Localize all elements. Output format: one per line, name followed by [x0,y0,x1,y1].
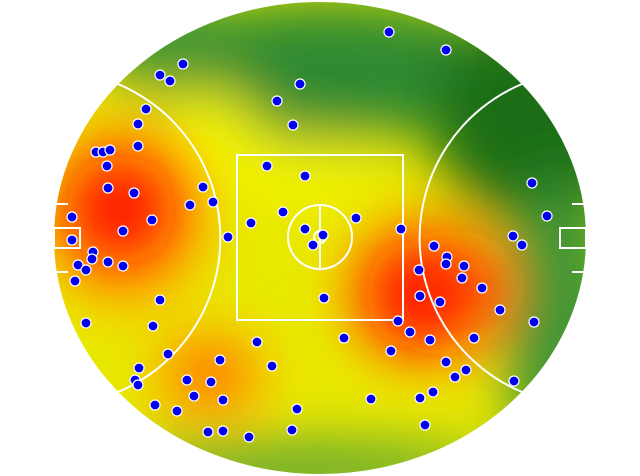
player-dot [214,354,226,366]
player-dot [392,315,404,327]
player-dot [541,210,553,222]
player-dot [202,426,214,438]
player-dot [507,230,519,242]
player-dot [404,326,416,338]
player-dot [385,345,397,357]
player-dot [383,26,395,38]
player-dot [217,394,229,406]
player-dot [428,240,440,252]
player-dot [205,376,217,388]
player-dot [222,231,234,243]
player-dot [128,187,140,199]
player-dot [132,379,144,391]
player-dot [318,292,330,304]
player-dot [80,264,92,276]
player-dot [154,294,166,306]
player-dot [154,69,166,81]
player-dot [365,393,377,405]
player-dot [424,334,436,346]
player-dot [427,386,439,398]
player-dot [69,275,81,287]
player-dot [117,225,129,237]
player-dot [287,119,299,131]
player-dot [468,332,480,344]
player-dot [266,360,278,372]
player-dot [181,374,193,386]
player-dot [171,405,183,417]
player-dot [350,212,362,224]
field-lines [52,0,588,476]
player-dot [184,199,196,211]
player-dot [102,256,114,268]
player-dot [245,217,257,229]
player-dot [434,296,446,308]
player-dot [449,371,461,383]
player-dot [207,196,219,208]
player-dot [307,239,319,251]
player-dot [414,392,426,404]
player-dot [516,239,528,251]
player-dot [277,206,289,218]
player-dot [217,425,229,437]
player-dot [261,160,273,172]
player-dot [117,260,129,272]
player-dot [414,290,426,302]
player-dot [508,375,520,387]
player-dot [271,95,283,107]
player-dot [317,229,329,241]
player-dot [440,258,452,270]
player-dot [413,264,425,276]
player-dot [149,399,161,411]
player-dot [251,336,263,348]
player-dot [476,282,488,294]
player-dot [286,424,298,436]
player-dot [294,78,306,90]
player-dot [101,160,113,172]
player-dot [133,362,145,374]
player-dot [460,364,472,376]
player-dot [162,348,174,360]
player-dot [140,103,152,115]
player-dot [458,260,470,272]
player-dot [132,140,144,152]
player-dot [338,332,350,344]
player-dot [299,170,311,182]
player-dot [164,75,176,87]
player-dot [147,320,159,332]
player-dot [80,317,92,329]
player-dot [197,181,209,193]
player-dot [456,272,468,284]
player-dot [243,431,255,443]
player-dot [419,419,431,431]
player-dot [177,58,189,70]
player-dot [528,316,540,328]
player-dot [526,177,538,189]
player-dot [188,390,200,402]
player-dot [66,211,78,223]
player-dot [86,253,98,265]
player-dot [72,259,84,271]
player-dot [494,304,506,316]
player-dot [146,214,158,226]
player-dots [66,26,553,443]
player-dot [395,223,407,235]
player-dot [440,356,452,368]
player-dot [102,182,114,194]
player-dot [299,223,311,235]
player-dot [104,144,116,156]
player-dot [291,403,303,415]
player-dot [132,118,144,130]
player-dot [66,234,78,246]
player-dot [440,44,452,56]
